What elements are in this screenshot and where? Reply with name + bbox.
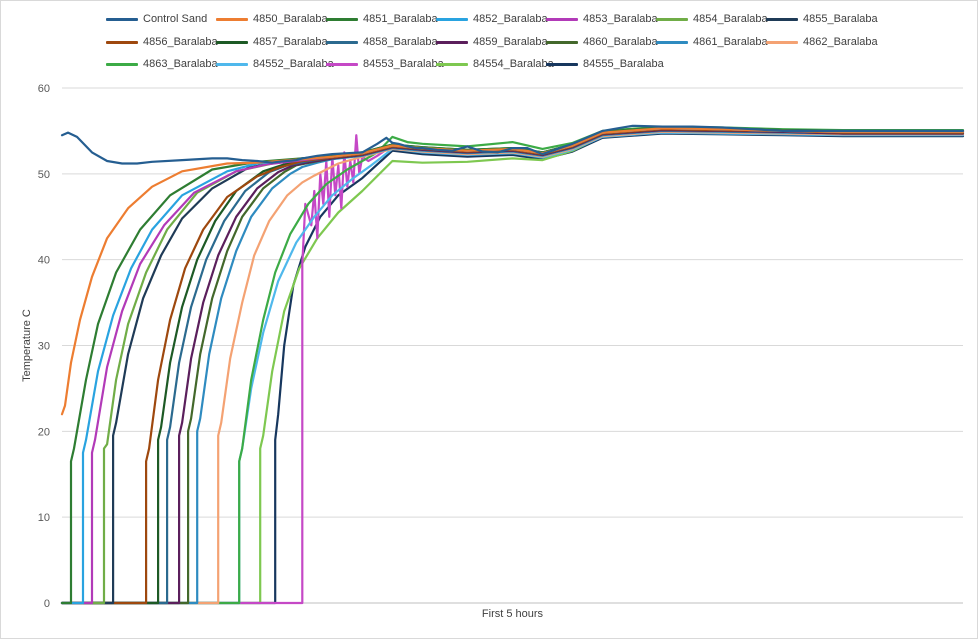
legend-label: 84555_Baralaba [583,58,664,70]
legend-item: 4855_Baralaba [766,12,878,26]
legend-label: 4851_Baralaba [363,13,438,25]
legend-swatch [656,40,688,44]
legend-swatch [326,17,358,21]
y-tick-label: 0 [44,598,50,610]
series-line-Control Sand [60,124,965,165]
legend-label: 4861_Baralaba [693,36,768,48]
legend-label: 4862_Baralaba [803,36,878,48]
legend-label: 4858_Baralaba [363,36,438,48]
legend-swatch [326,40,358,44]
legend-item: 4863_Baralaba [106,57,218,71]
legend-swatch [326,62,358,66]
legend-item: 4860_Baralaba [546,35,658,49]
x-axis-label: First 5 hours [482,608,544,620]
legend-item: 4850_Baralaba [216,12,328,26]
legend-swatch [766,17,798,21]
legend-label: 4854_Baralaba [693,13,768,25]
legend-swatch [766,40,798,44]
legend-swatch [546,40,578,44]
legend-label: 4853_Baralaba [583,13,658,25]
legend-label: 4855_Baralaba [803,13,878,25]
y-tick-label: 20 [38,426,50,438]
legend-swatch [106,62,138,66]
legend-label: 4856_Baralaba [143,36,218,48]
y-axis-label: Temperature C [21,309,33,382]
legend-item: 4856_Baralaba [106,35,218,49]
y-tick-label: 10 [38,512,50,524]
legend-label: 84554_Baralaba [473,58,554,70]
legend-label: 84553_Baralaba [363,58,444,70]
y-tick-label: 30 [38,341,50,353]
legend-label: 4863_Baralaba [143,58,218,70]
legend-item: 84552_Baralaba [216,57,334,71]
legend-item: 4854_Baralaba [656,12,768,26]
legend-label: 4857_Baralaba [253,36,328,48]
legend-label: 4860_Baralaba [583,36,658,48]
legend-item: 4862_Baralaba [766,35,878,49]
y-tick-label: 50 [38,169,50,181]
legend-swatch [436,62,468,66]
legend-item: 4851_Baralaba [326,12,438,26]
legend-swatch [216,62,248,66]
legend-label: 4850_Baralaba [253,13,328,25]
legend-label: Control Sand [143,13,208,25]
legend-swatch [436,17,468,21]
legend-swatch [656,17,688,21]
legend-label: 4859_Baralaba [473,36,548,48]
legend-swatch [546,62,578,66]
legend-swatch [216,40,248,44]
legend-item: 4859_Baralaba [436,35,548,49]
legend-item: 4853_Baralaba [546,12,658,26]
legend-item: 84555_Baralaba [546,57,664,71]
legend-item: 84554_Baralaba [436,57,554,71]
legend-label: 4852_Baralaba [473,13,548,25]
legend-swatch [436,40,468,44]
legend-item: 84553_Baralaba [326,57,444,71]
legend-item: Control Sand [106,12,207,26]
legend-swatch [106,17,138,21]
chart-legend: Control Sand 4850_Baralaba 4851_Baralaba 48… [0,0,978,80]
legend-swatch [106,40,138,44]
legend-swatch [216,17,248,21]
legend-item: 4852_Baralaba [436,12,548,26]
legend-item: 4857_Baralaba [216,35,328,49]
y-tick-label: 60 [38,83,50,95]
legend-item: 4858_Baralaba [326,35,438,49]
legend-swatch [546,17,578,21]
legend-item: 4861_Baralaba [656,35,768,49]
y-tick-label: 40 [38,255,50,267]
series-line-4861_Baralaba [60,129,965,605]
legend-label: 84552_Baralaba [253,58,334,70]
